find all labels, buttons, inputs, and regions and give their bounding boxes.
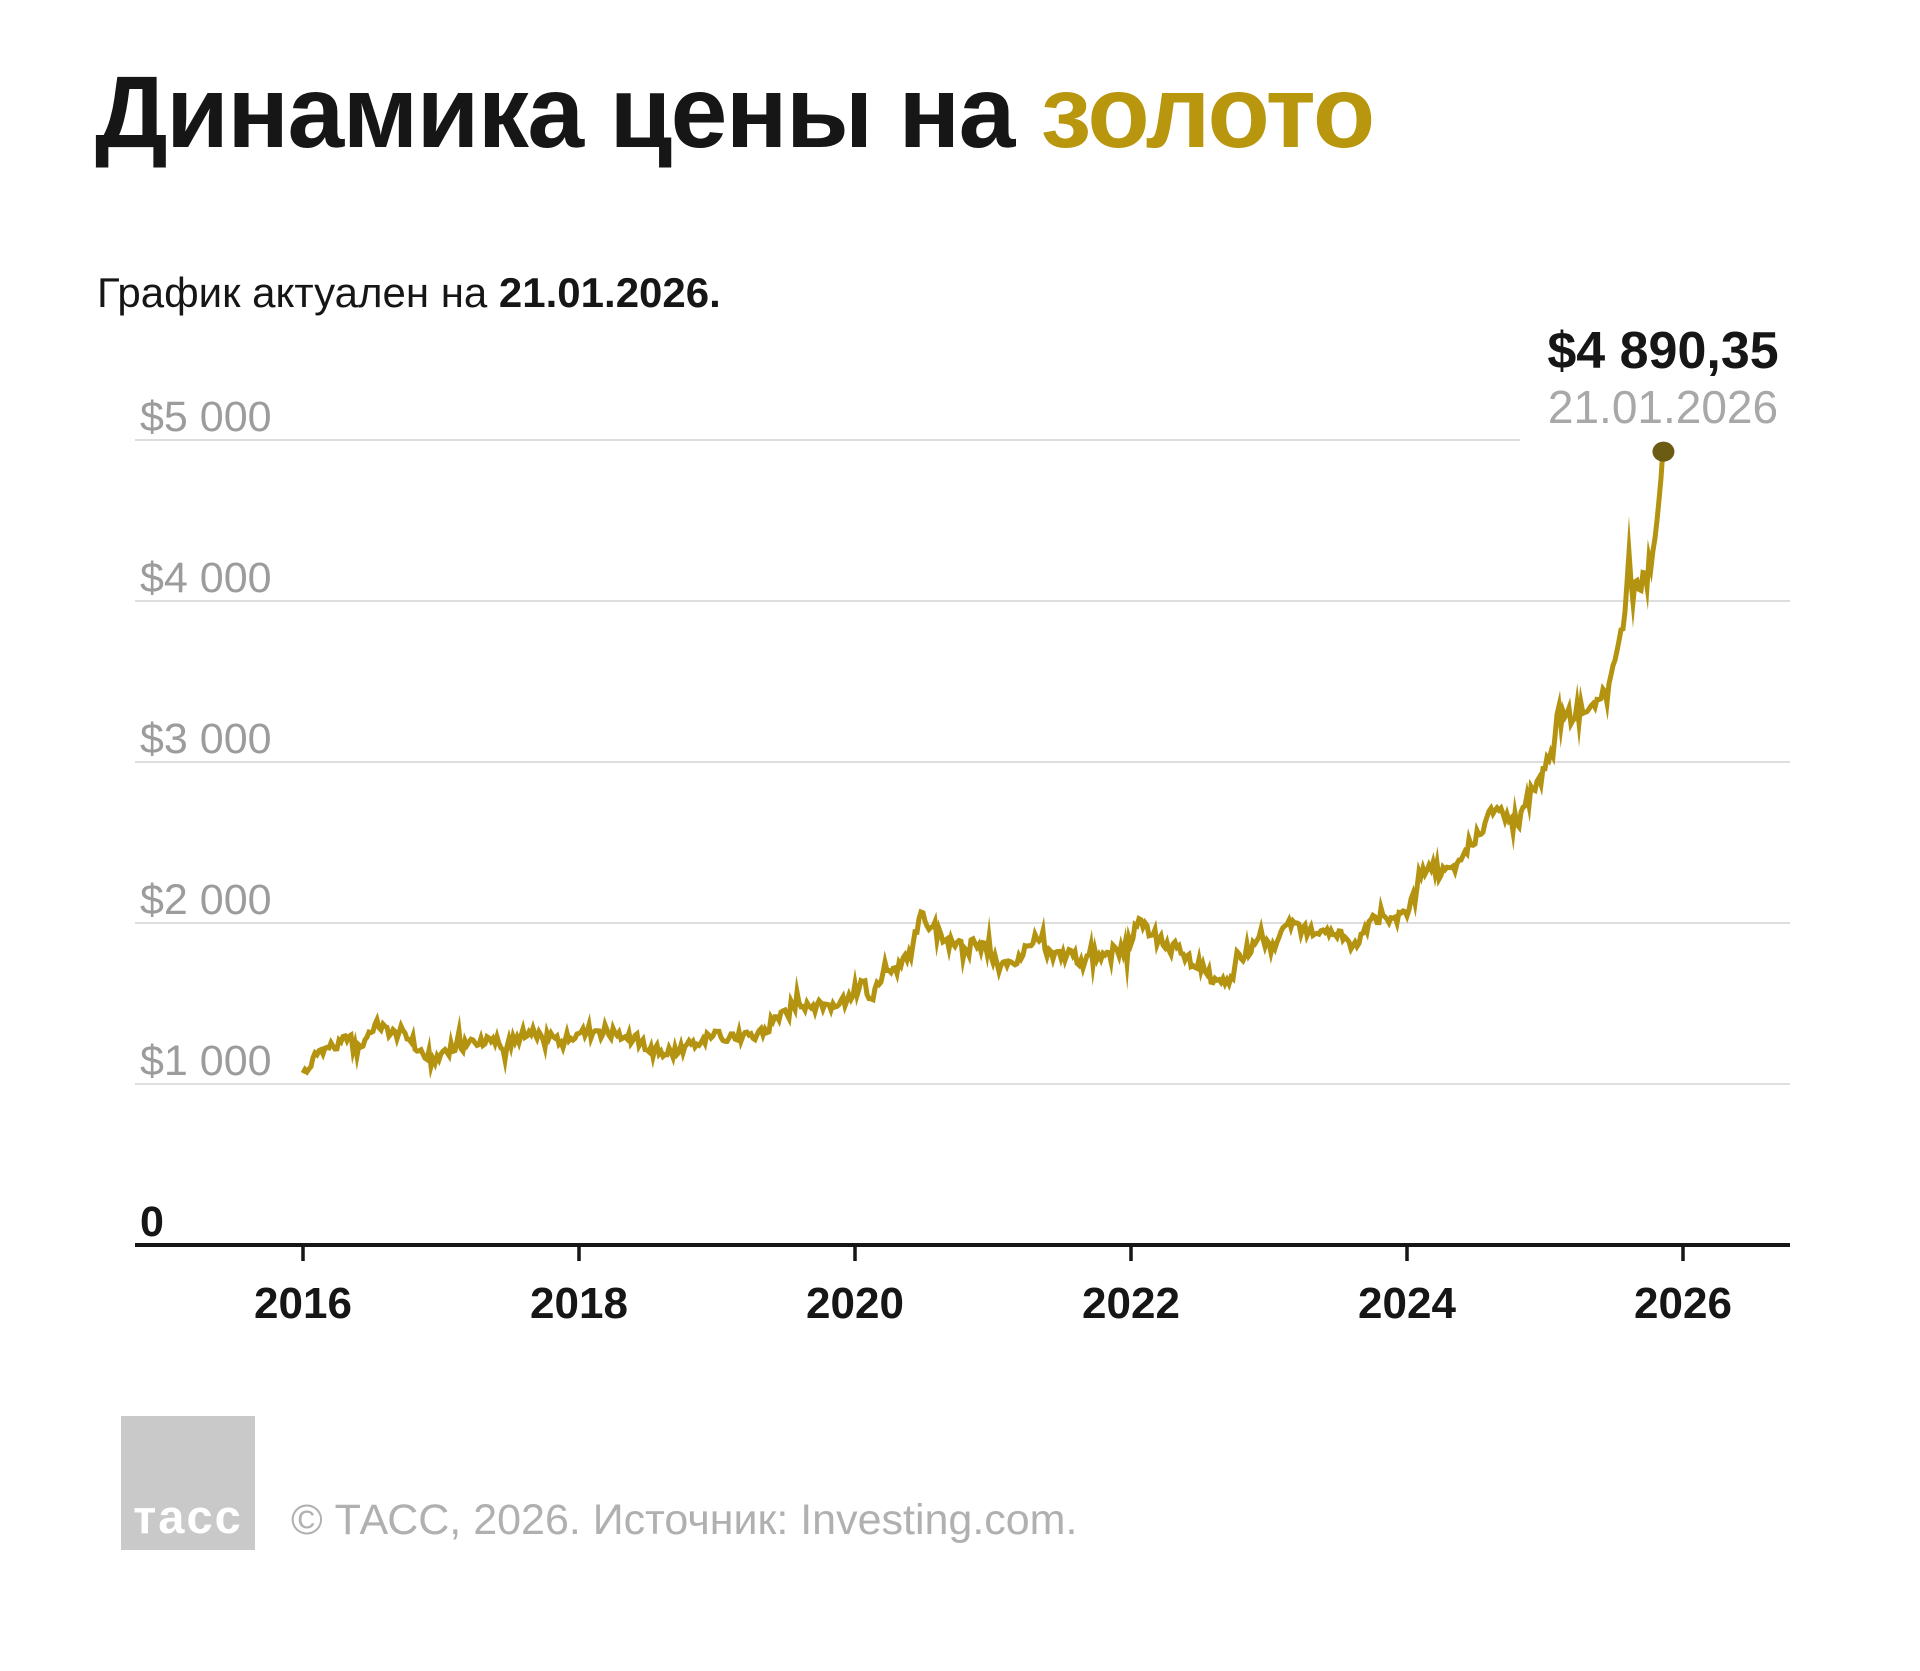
- y-axis-label-3000: $3 000: [140, 715, 272, 763]
- page-title: Динамика цены на золото: [95, 54, 1376, 171]
- last-price-value: $4 890,35: [1547, 322, 1779, 380]
- x-axis-label-2026: 2026: [1634, 1279, 1732, 1328]
- tass-logo: тасс: [121, 1416, 255, 1550]
- tass-logo-text: тасс: [133, 1490, 243, 1543]
- y-axis-label-0: 0: [140, 1198, 164, 1246]
- subtitle-date: 21.01.2026.: [498, 269, 721, 316]
- title-highlight-gold: золото: [1040, 55, 1376, 169]
- subtitle: График актуален на 21.01.2026.: [97, 268, 721, 318]
- end-point-dot: [1652, 441, 1675, 462]
- y-axis-label-5000: $5 000: [140, 393, 272, 441]
- subtitle-text: График актуален на: [97, 269, 499, 316]
- x-axis-label-2016: 2016: [254, 1279, 352, 1328]
- last-price-date: 21.01.2026: [1547, 381, 1779, 434]
- x-axis-label-2022: 2022: [1082, 1279, 1180, 1328]
- x-axis-label-2018: 2018: [530, 1279, 628, 1328]
- x-axis-label-2024: 2024: [1358, 1279, 1456, 1328]
- title-text: Динамика цены на: [95, 55, 1041, 169]
- y-axis-label-4000: $4 000: [140, 554, 272, 602]
- source-credit: © ТАСС, 2026. Источник: Investing.com.: [291, 1496, 1078, 1544]
- y-axis-label-1000: $1 000: [140, 1037, 272, 1085]
- y-axis-label-2000: $2 000: [140, 876, 272, 924]
- x-axis-label-2020: 2020: [806, 1279, 904, 1328]
- last-price-annotation: $4 890,35 21.01.2026: [1547, 322, 1778, 434]
- gold-price-line: [300, 457, 1665, 1080]
